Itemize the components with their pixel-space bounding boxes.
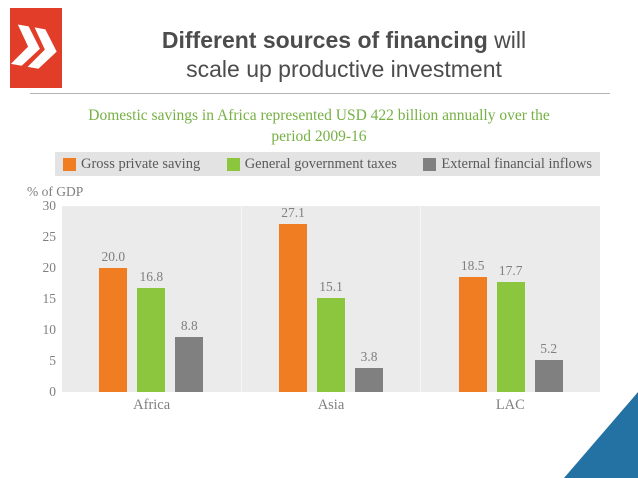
plot-area: 20.0 16.8 8.8 27.1 15.1 3.8 18.5 17.7 5.2: [62, 205, 600, 392]
legend-item: Gross private saving: [63, 156, 200, 173]
bar: 16.8: [137, 269, 166, 392]
bar: 27.1: [279, 205, 307, 392]
bar-value-label: 3.8: [360, 349, 378, 365]
x-axis-label: LAC: [495, 397, 525, 413]
y-axis-unit-label: % of GDP: [27, 184, 84, 199]
y-tick-label: 15: [42, 291, 57, 306]
title-regular-text: will: [487, 27, 527, 53]
bar-value-label: 5.2: [540, 340, 558, 356]
y-tick-label: 25: [42, 229, 57, 244]
legend: Gross private saving General government t…: [55, 152, 600, 176]
bar: 20.0: [99, 249, 128, 392]
x-axis-labels: Africa Asia LAC: [62, 397, 600, 414]
x-axis-label: Asia: [317, 397, 345, 413]
bar-group-asia: 27.1 15.1 3.8: [240, 205, 421, 392]
bar: 3.8: [355, 349, 383, 392]
bar: 17.7: [496, 263, 525, 392]
bar: 5.2: [534, 341, 563, 392]
bar-value-label: 15.1: [319, 279, 343, 295]
chart-subtitle: Domestic savings in Africa represented U…: [88, 107, 550, 145]
bar: 8.8: [175, 318, 204, 392]
page-title: Different sources of financing will scal…: [70, 26, 618, 85]
logo: [10, 8, 62, 88]
bar-value-label: 8.8: [180, 318, 198, 334]
legend-label: External financial inflows: [441, 155, 592, 172]
bar: 15.1: [317, 279, 345, 392]
y-tick-label: 10: [42, 322, 57, 338]
bar-value-label: 16.8: [139, 268, 164, 284]
bar-value-label: 20.0: [101, 249, 126, 264]
title-bold-text: Different sources of financing: [161, 27, 488, 53]
y-axis: 0 5 10 15 20 25 30: [20, 198, 57, 399]
legend-swatch-icon: [63, 157, 76, 171]
y-tick-label: 30: [42, 198, 57, 213]
title-divider: [30, 93, 610, 94]
legend-swatch-icon: [226, 157, 240, 171]
bar-value-label: 18.5: [460, 258, 485, 274]
double-chevron-icon: [10, 24, 57, 69]
y-tick-label: 5: [49, 353, 56, 369]
bar-group-africa: 20.0 16.8 8.8: [62, 206, 241, 392]
bar-value-label: 17.7: [498, 263, 523, 279]
bar: 18.5: [458, 258, 487, 392]
bar-value-label: 27.1: [281, 204, 305, 220]
legend-label: Gross private saving: [81, 155, 201, 172]
x-axis-label: Africa: [133, 397, 171, 413]
legend-label: General government taxes: [244, 155, 397, 172]
legend-item: External financial inflows: [423, 156, 592, 173]
legend-swatch-icon: [423, 157, 437, 171]
bar-group-lac: 18.5 17.7 5.2: [420, 206, 600, 392]
y-tick-label: 0: [49, 384, 56, 399]
title-line2-text: scale up productive investment: [186, 56, 502, 83]
y-tick-label: 20: [42, 260, 57, 276]
legend-item: General government taxes: [226, 155, 397, 173]
